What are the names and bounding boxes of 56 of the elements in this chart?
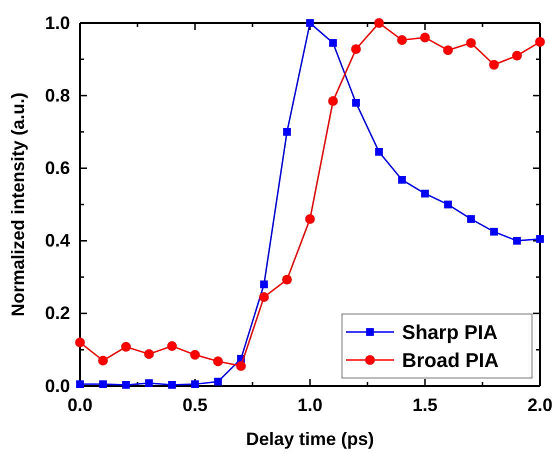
x-tick-label: 1.5 xyxy=(412,394,438,415)
y-tick-label: 0.6 xyxy=(44,158,70,178)
point xyxy=(352,98,360,107)
point xyxy=(512,50,522,61)
point xyxy=(306,19,314,27)
point xyxy=(122,381,130,389)
point xyxy=(260,280,268,288)
point xyxy=(328,96,338,106)
point xyxy=(374,18,384,28)
point xyxy=(351,44,361,54)
point xyxy=(489,60,499,70)
point xyxy=(443,45,453,56)
point xyxy=(75,338,85,348)
point xyxy=(420,32,430,42)
point xyxy=(490,228,498,236)
point xyxy=(145,379,153,387)
x-axis-title: Delay time (ps) xyxy=(246,429,374,449)
y-tick-label: 1.0 xyxy=(44,12,70,33)
y-axis-title: Normalized intensity (a.u.) xyxy=(8,92,28,317)
point xyxy=(375,148,383,156)
y-tick-label: 0.2 xyxy=(44,303,70,324)
point xyxy=(397,35,407,45)
point xyxy=(259,292,269,302)
point xyxy=(467,215,475,223)
point xyxy=(121,342,131,352)
point xyxy=(168,381,176,389)
x-tick-label: 0.0 xyxy=(67,394,93,415)
point xyxy=(99,380,107,388)
point xyxy=(329,39,337,47)
point xyxy=(213,356,223,366)
x-tick-label: 2.0 xyxy=(527,394,553,415)
x-tick-label: 1.0 xyxy=(297,394,323,415)
point xyxy=(535,37,545,47)
point xyxy=(466,38,476,48)
point xyxy=(421,190,429,198)
point xyxy=(305,214,315,224)
point xyxy=(167,341,177,351)
point xyxy=(214,378,222,386)
point xyxy=(513,236,521,245)
point xyxy=(98,356,108,366)
y-tick-label: 0.0 xyxy=(44,376,70,396)
point xyxy=(398,176,406,184)
y-tick-label: 0.4 xyxy=(44,230,70,251)
point xyxy=(444,200,452,208)
point xyxy=(536,235,544,243)
point xyxy=(190,350,200,360)
point xyxy=(282,274,292,285)
point xyxy=(144,349,154,359)
legend-label: Broad PIA xyxy=(402,350,499,372)
point xyxy=(191,380,199,388)
legend-label: Sharp PIA xyxy=(402,322,498,344)
point xyxy=(76,380,84,388)
x-tick-label: 0.5 xyxy=(182,394,208,415)
point xyxy=(236,361,246,371)
y-tick-label: 0.8 xyxy=(44,85,70,106)
point xyxy=(283,128,291,136)
